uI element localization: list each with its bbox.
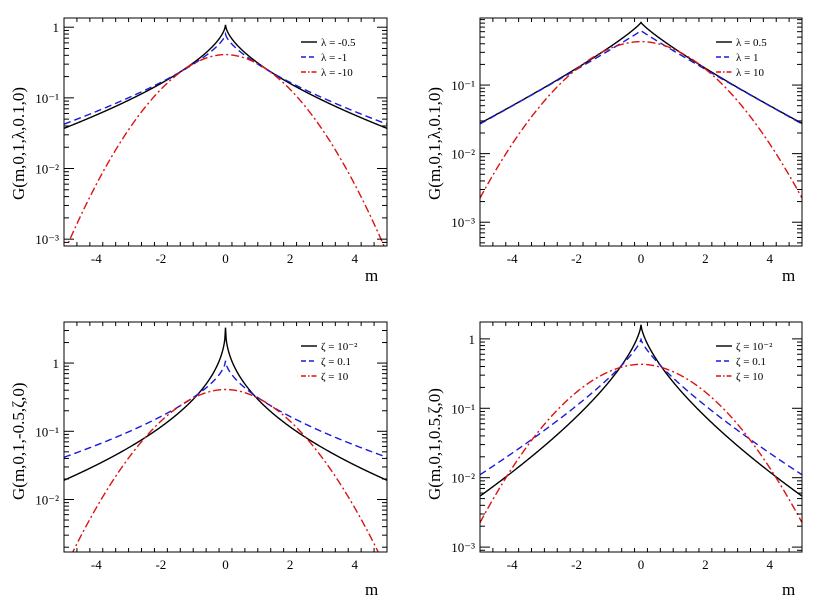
x-tick-label: 2: [287, 557, 294, 572]
x-tick-label: 0: [638, 251, 645, 266]
series-line-1: [64, 327, 387, 481]
ylabel-bottom-right: G(m,0,1,0.5,ζ,0): [425, 388, 444, 500]
x-tick-label: 0: [222, 557, 229, 572]
plot-frame: [63, 17, 388, 247]
xlabel-bottom-right: m: [782, 580, 796, 599]
series-line-3: [480, 40, 802, 199]
legend-label-2: λ = 1: [736, 52, 759, 64]
legend-label-3: λ = -10: [321, 67, 353, 79]
curves-bottom-left: [64, 327, 387, 552]
legend-label-2: ζ = 0.1: [736, 356, 766, 368]
panel-top-left: -4 -2 0 2 4 10⁻³ 10⁻² 10⁻¹ 1 λ = -0.5 λ = -1 λ = -1…: [35, 17, 388, 266]
panel-top-right: -4 -2 0 2 4 10⁻³ 10⁻² 10⁻¹ λ = 0.5 λ = 1 λ = 10: [451, 17, 803, 266]
xlabel-top-left: m: [365, 266, 379, 285]
curves-top-left: [64, 24, 387, 246]
legend-label-1: λ = -0.5: [321, 37, 356, 49]
x-tick-label: -4: [507, 557, 518, 572]
xlabel-top-right: m: [782, 266, 796, 285]
x-tick-label: -4: [91, 557, 102, 572]
x-tick-label: 2: [702, 557, 709, 572]
series-line-3: [480, 363, 802, 523]
y-tick-label: 10⁻¹: [451, 78, 475, 93]
y-tick-label: 10⁻³: [35, 232, 59, 247]
x-tick-label: -2: [571, 251, 582, 266]
legend-label-3: ζ = 10: [321, 371, 349, 383]
legend-label-1: ζ = 10⁻²: [321, 341, 358, 353]
x-tick-label: -2: [155, 557, 166, 572]
series-line-3: [72, 388, 379, 552]
panel-bottom-right: -4 -2 0 2 4 10⁻³ 10⁻² 10⁻¹ 1 ζ = 10⁻² ζ = 0.1 ζ = 1…: [451, 321, 803, 572]
legend-label-3: ζ = 10: [736, 371, 764, 383]
x-tick-label: 4: [351, 557, 358, 572]
y-tick-label: 10⁻¹: [451, 401, 475, 416]
x-tick-label: 2: [702, 251, 709, 266]
x-tick-label: 4: [351, 251, 358, 266]
plot-frame: [479, 17, 803, 247]
legend-label-3: λ = 10: [736, 67, 765, 79]
y-tick-label: 10⁻²: [451, 147, 475, 162]
x-tick-label: 4: [767, 251, 774, 266]
series-line-1: [480, 324, 802, 497]
series-line-3: [66, 53, 385, 246]
ylabel-bottom-left: G(m,0,1,-0.5,ζ,0): [9, 382, 28, 500]
panel-bottom-left: -4 -2 0 2 4 10⁻² 10⁻¹ 1 ζ = 10⁻² ζ = 0.1 ζ = 10: [35, 321, 388, 572]
y-tick-label: 1: [53, 356, 60, 371]
curves-bottom-right: [480, 324, 802, 523]
x-tick-label: 4: [767, 557, 774, 572]
series-line-2: [480, 29, 802, 125]
series-line-1: [64, 24, 387, 129]
x-tick-label: 0: [638, 557, 645, 572]
x-tick-label: -2: [571, 557, 582, 572]
plot-frame: [63, 321, 388, 553]
curves-top-right: [480, 21, 802, 199]
y-tick-label: 10⁻²: [35, 162, 59, 177]
x-tick-label: 0: [222, 251, 229, 266]
plot-frame: [479, 321, 803, 553]
y-tick-label: 1: [469, 332, 476, 347]
legend-label-2: ζ = 0.1: [321, 356, 351, 368]
x-tick-label: -4: [507, 251, 518, 266]
series-line-2: [64, 360, 387, 458]
series-line-2: [64, 31, 387, 125]
ylabel-top-left: G(m,0,1,λ,0.1,0): [9, 86, 28, 200]
y-tick-label: 10⁻¹: [35, 424, 59, 439]
y-tick-label: 10⁻²: [35, 493, 59, 508]
ylabel-top-right: G(m,0,1,λ,0.1,0): [425, 86, 444, 200]
y-tick-label: 1: [53, 20, 60, 35]
x-tick-label: -2: [155, 251, 166, 266]
y-tick-label: 10⁻²: [451, 471, 475, 486]
x-tick-label: -4: [91, 251, 102, 266]
x-tick-label: 2: [287, 251, 294, 266]
legend-label-1: ζ = 10⁻²: [736, 341, 773, 353]
y-tick-label: 10⁻³: [451, 540, 475, 555]
xlabel-bottom-left: m: [365, 580, 379, 599]
legend-label-2: λ = -1: [321, 52, 347, 64]
legend-label-1: λ = 0.5: [736, 37, 767, 49]
y-tick-label: 10⁻¹: [35, 91, 59, 106]
y-tick-label: 10⁻³: [451, 215, 475, 230]
